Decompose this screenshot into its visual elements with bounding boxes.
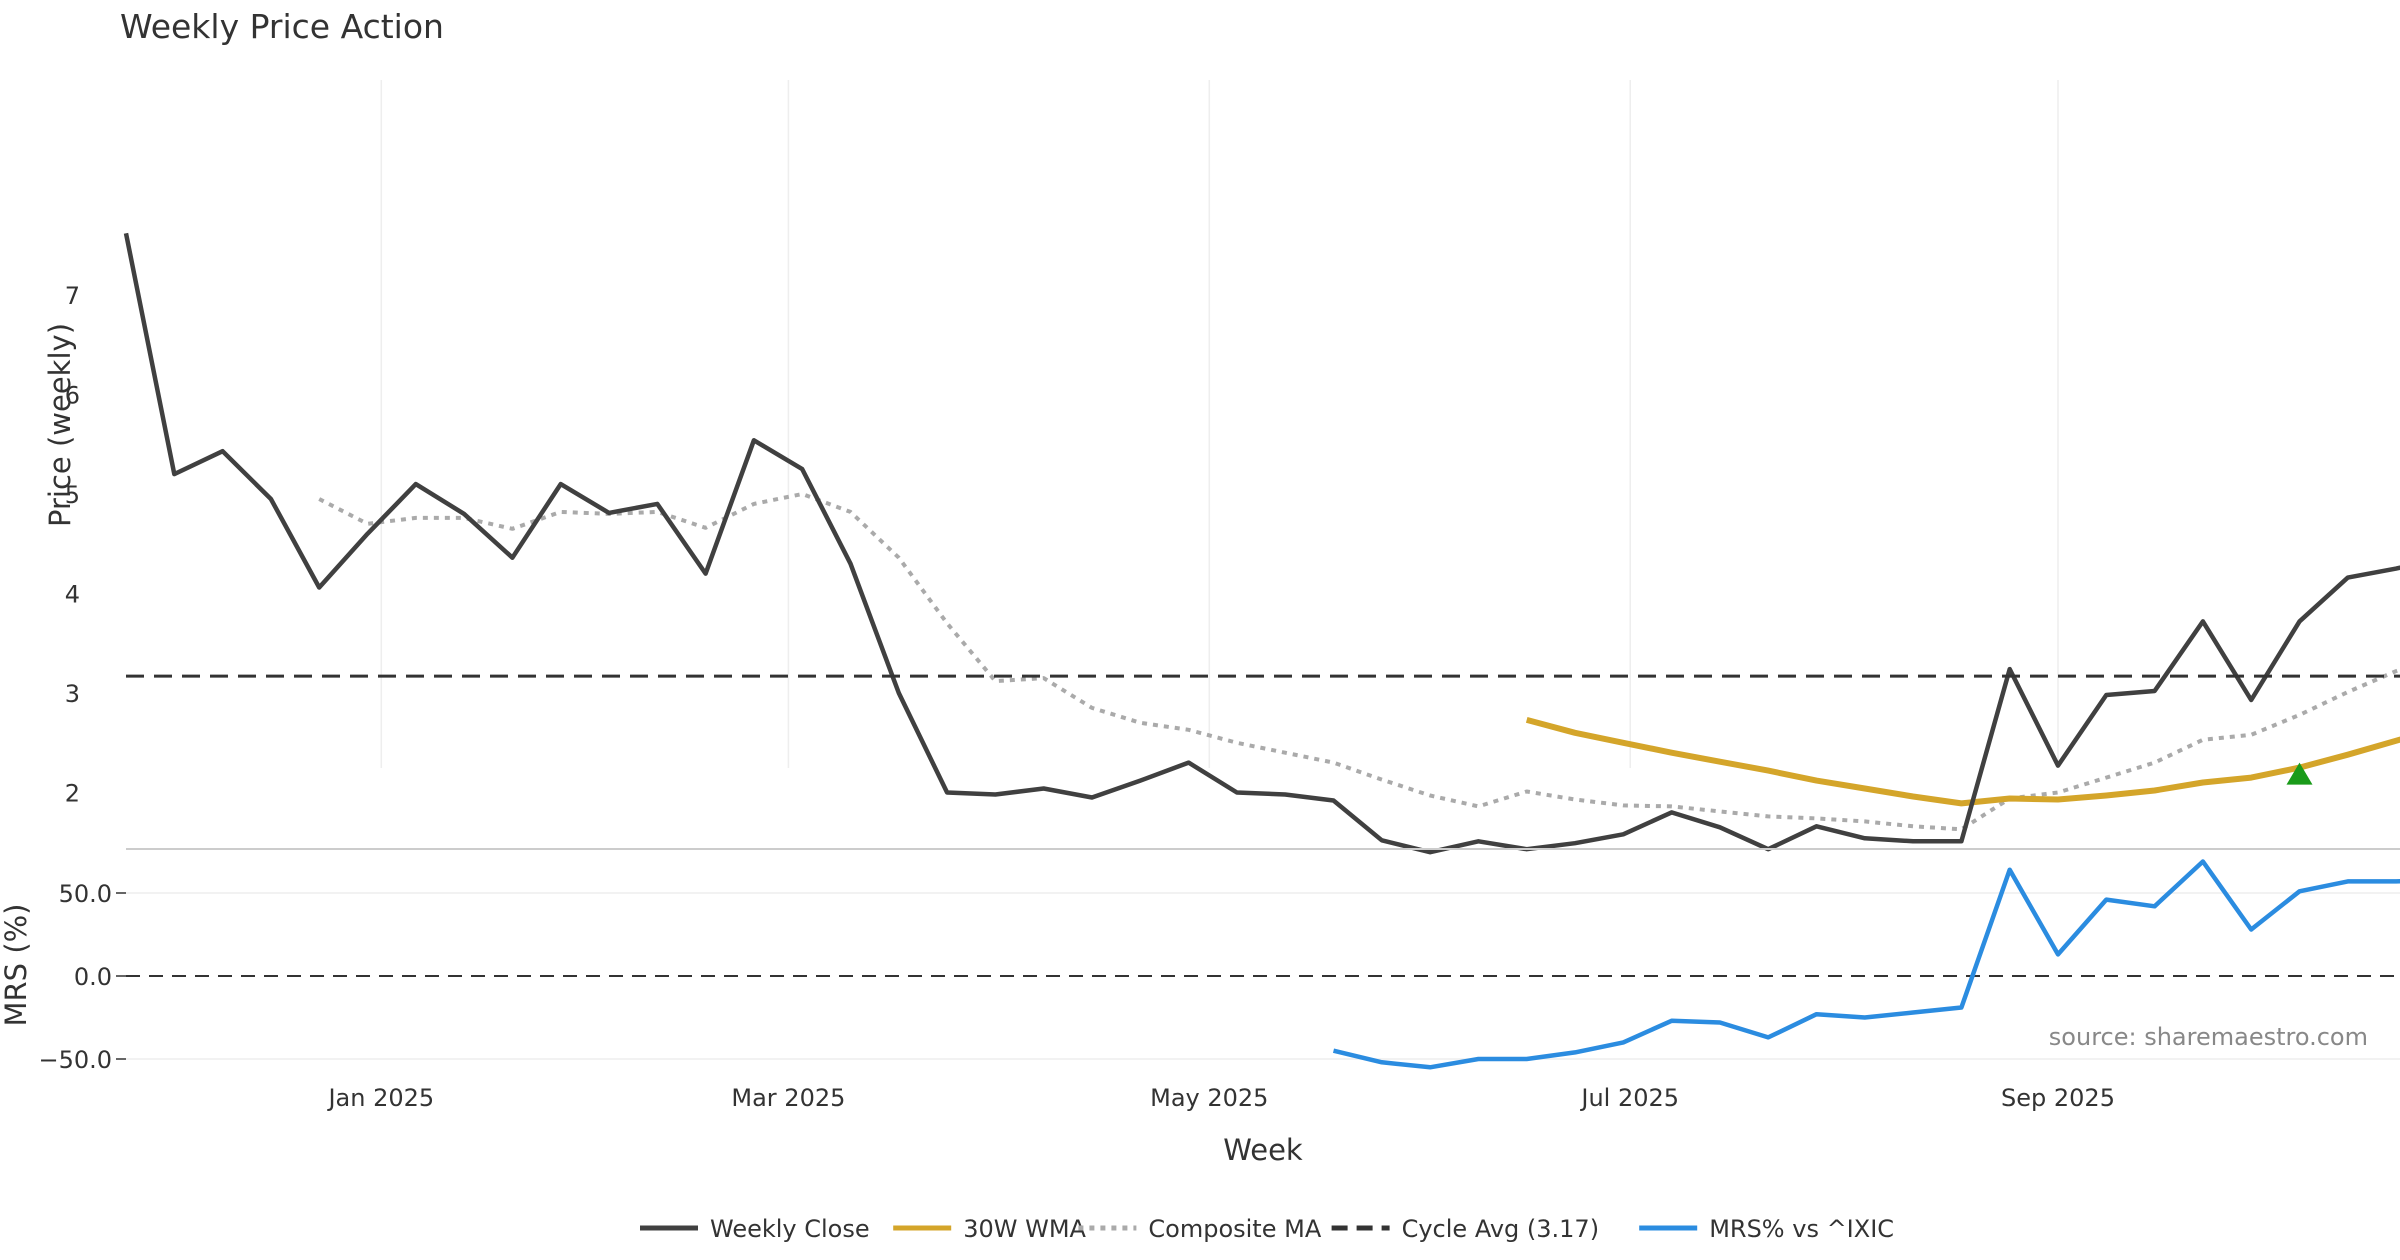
mrs-y-tick-label: 50.0 [59,880,112,908]
legend-label: Weekly Close [710,1215,870,1243]
price-y-ticks: 2 3 4 5 6 7 [65,282,80,808]
price-y-tick-label: 2 [65,780,80,808]
series-line-mrs [1332,859,2400,1070]
mrs-series [126,859,2400,1070]
legend-item: MRS% vs ^IXIC [1639,1215,1894,1243]
mrs-y-axis-label: MRS (%) [0,904,33,1027]
x-tick-label: Jul 2025 [1579,1084,1679,1112]
series-line-composite-ma [318,492,2400,832]
x-tick-label: Mar 2025 [731,1084,845,1112]
legend-label: Cycle Avg (3.17) [1402,1215,1599,1243]
legend-label: Composite MA [1148,1215,1321,1243]
price-y-tick-label: 3 [65,680,80,708]
mrs-y-tick-label: −50.0 [38,1046,112,1074]
signal-up-marker [2286,762,2313,785]
legend-item: 30W WMA [893,1215,1087,1243]
mrs-y-tick-label: 0.0 [74,963,112,991]
price-grid [380,80,2059,768]
price-series [123,232,2400,855]
legend-item: Weekly Close [640,1215,870,1243]
legend-item: Composite MA [1078,1215,1322,1243]
x-ticks: Jan 2025 Mar 2025 May 2025 Jul 2025 Sep 2025 [326,1084,2115,1112]
x-tick-label: May 2025 [1150,1084,1268,1112]
legend: Weekly Close 30W WMA Composite MA Cycle Avg… [640,1215,1894,1243]
mrs-y-ticks: 50.0 0.0 −50.0 [38,880,126,1074]
price-y-tick-label: 4 [65,581,80,609]
x-axis-label: Week [1223,1133,1303,1167]
x-tick-label: Jan 2025 [326,1084,434,1112]
source-annotation: source: sharemaestro.com [2049,1023,2368,1051]
price-y-axis-label: Price (weekly) [43,323,77,527]
legend-label: 30W WMA [963,1215,1086,1243]
series-line-weekly-close [123,232,2400,855]
chart-title: Weekly Price Action [120,7,444,46]
legend-label: MRS% vs ^IXIC [1709,1215,1894,1243]
series-line-30w-wma [1525,717,2400,807]
price-y-tick-label: 7 [65,282,80,310]
price-y-tick-label: 5 [65,481,80,509]
x-tick-label: Sep 2025 [2001,1084,2115,1112]
legend-item: Cycle Avg (3.17) [1331,1215,1599,1243]
price-y-tick-label: 6 [65,382,80,410]
